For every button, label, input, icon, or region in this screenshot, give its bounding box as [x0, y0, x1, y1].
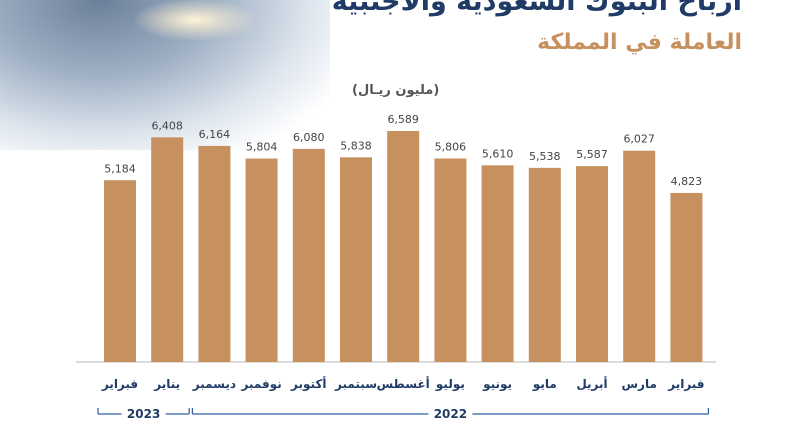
year-bracket-2023: 2023	[97, 407, 190, 421]
value-label-5: 5,806	[435, 140, 467, 153]
value-label-8: 6,080	[293, 131, 325, 144]
year-bracket-2022: 2022	[191, 407, 710, 421]
year-label-2022: 2022	[434, 407, 467, 421]
year-groups: 2022 2023	[97, 407, 710, 421]
value-label-0: 4,823	[671, 175, 703, 188]
category-label-2: أبريل	[576, 376, 607, 391]
category-label-6: أغسطس	[377, 376, 430, 391]
bar-1	[623, 150, 656, 362]
value-label-4: 5,610	[482, 147, 514, 160]
category-label-11: يناير	[153, 377, 180, 391]
value-label-11: 6,408	[151, 119, 183, 132]
category-label-8: أكتوبر	[290, 376, 326, 392]
category-label-10: ديسمبر	[192, 377, 236, 391]
category-label-12: فبراير	[101, 377, 138, 391]
bar-8	[292, 148, 325, 362]
bar-5	[434, 158, 467, 362]
value-label-1: 6,027	[623, 133, 655, 146]
unit-label: (مليون ريـال)	[352, 83, 440, 98]
bar-11	[151, 137, 184, 362]
bar-6	[387, 131, 420, 362]
category-label-1: مارس	[621, 377, 656, 391]
bar-12	[104, 180, 136, 362]
header-photo-glow	[135, 0, 255, 40]
bar-10	[198, 145, 231, 362]
category-label-9: نوفمبر	[240, 377, 281, 392]
bar-7	[340, 157, 372, 362]
value-label-12: 5,184	[104, 162, 136, 175]
year-label-2023: 2023	[127, 407, 160, 421]
chart-subtitle: العاملة في المملكة	[537, 30, 742, 55]
bar-0	[670, 192, 703, 362]
value-label-2: 5,587	[576, 148, 608, 161]
bar-2	[576, 166, 608, 362]
value-label-7: 5,838	[340, 139, 372, 152]
bar-4	[481, 165, 514, 362]
value-label-3: 5,538	[529, 150, 561, 163]
category-label-4: يونيو	[482, 377, 512, 392]
category-label-7: سبتمبر	[334, 377, 377, 391]
category-label-3: مايو	[532, 377, 557, 392]
bar-3	[528, 167, 561, 362]
category-label-5: يوليو	[435, 377, 465, 392]
value-labels-group: 4,823 6,027 5,587 5,538 5,610 5,806 6,589 5,838…	[104, 113, 702, 188]
value-label-6: 6,589	[387, 113, 419, 126]
chart-title: أرباح البنوك السعودية والأجنبية	[331, 0, 742, 17]
category-labels-group: فبراير مارس أبريل مايو يونيو يوليو أغسطسسبتمبر…	[101, 376, 705, 392]
bars-group	[104, 131, 703, 362]
bar-9	[245, 158, 278, 362]
category-label-0: فبراير	[667, 377, 704, 391]
value-label-10: 6,164	[199, 128, 231, 141]
value-label-9: 5,804	[246, 141, 278, 154]
